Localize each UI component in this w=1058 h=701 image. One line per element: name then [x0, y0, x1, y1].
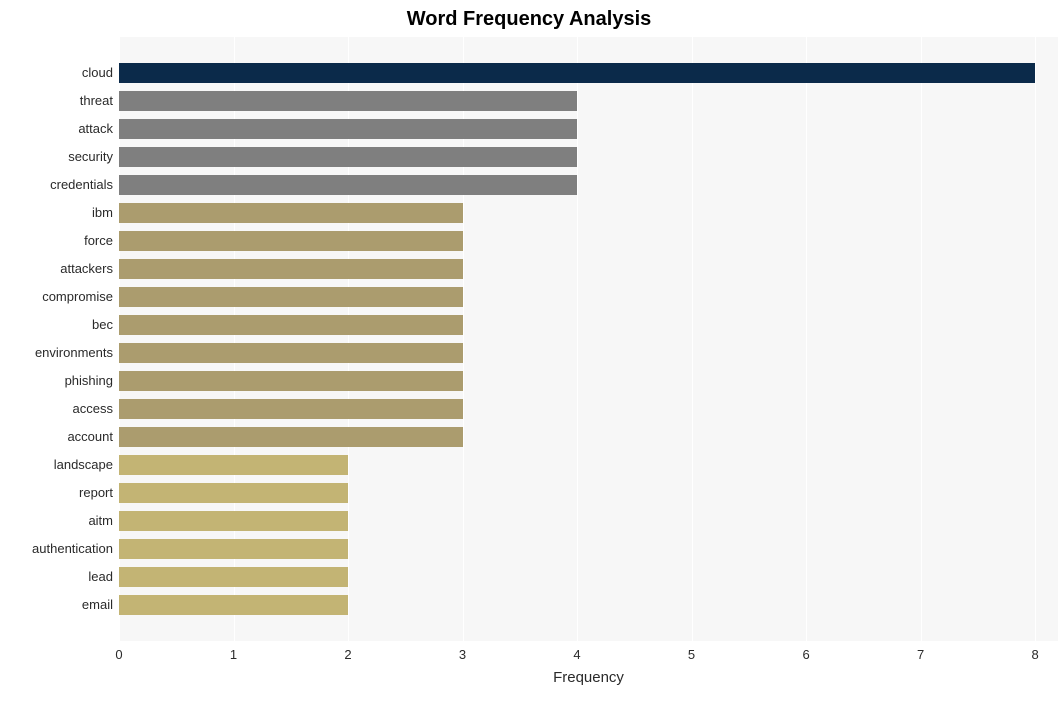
bar: [119, 399, 463, 419]
x-gridline: [577, 37, 578, 641]
x-tick-label: 4: [573, 647, 580, 662]
x-tick-label: 3: [459, 647, 466, 662]
x-gridline: [921, 37, 922, 641]
bar: [119, 147, 577, 167]
y-tick-label: phishing: [65, 371, 113, 391]
bar: [119, 259, 463, 279]
y-tick-label: report: [79, 483, 113, 503]
x-gridline: [1035, 37, 1036, 641]
x-tick-label: 5: [688, 647, 695, 662]
bar: [119, 371, 463, 391]
bar: [119, 539, 348, 559]
bar: [119, 175, 577, 195]
y-tick-label: environments: [35, 343, 113, 363]
y-tick-label: aitm: [88, 511, 113, 531]
chart-title: Word Frequency Analysis: [0, 8, 1058, 31]
y-tick-label: force: [84, 231, 113, 251]
plot-area: Frequency 012345678cloudthreatattacksecu…: [119, 37, 1058, 641]
y-tick-label: bec: [92, 315, 113, 335]
x-gridline: [806, 37, 807, 641]
x-tick-label: 1: [230, 647, 237, 662]
bar: [119, 63, 1035, 83]
y-tick-label: lead: [88, 567, 113, 587]
x-axis-title: Frequency: [119, 669, 1058, 686]
bar: [119, 455, 348, 475]
y-tick-label: attackers: [60, 259, 113, 279]
y-tick-label: authentication: [32, 539, 113, 559]
x-tick-label: 8: [1031, 647, 1038, 662]
y-tick-label: email: [82, 595, 113, 615]
y-tick-label: account: [67, 427, 113, 447]
y-tick-label: security: [68, 147, 113, 167]
bar: [119, 511, 348, 531]
y-tick-label: credentials: [50, 175, 113, 195]
x-tick-label: 0: [115, 647, 122, 662]
y-tick-label: ibm: [92, 203, 113, 223]
x-tick-label: 7: [917, 647, 924, 662]
bar: [119, 483, 348, 503]
bar: [119, 343, 463, 363]
y-tick-label: attack: [78, 119, 113, 139]
x-gridline: [692, 37, 693, 641]
bar: [119, 595, 348, 615]
bar: [119, 119, 577, 139]
bar: [119, 203, 463, 223]
chart-container: Word Frequency Analysis Frequency 012345…: [0, 0, 1058, 701]
bar: [119, 287, 463, 307]
y-tick-label: cloud: [82, 63, 113, 83]
y-tick-label: access: [73, 399, 113, 419]
y-tick-label: landscape: [54, 455, 113, 475]
y-tick-label: threat: [80, 91, 113, 111]
x-tick-label: 6: [802, 647, 809, 662]
bar: [119, 427, 463, 447]
bar: [119, 567, 348, 587]
y-tick-label: compromise: [42, 287, 113, 307]
bar: [119, 91, 577, 111]
bar: [119, 231, 463, 251]
bar: [119, 315, 463, 335]
x-tick-label: 2: [344, 647, 351, 662]
